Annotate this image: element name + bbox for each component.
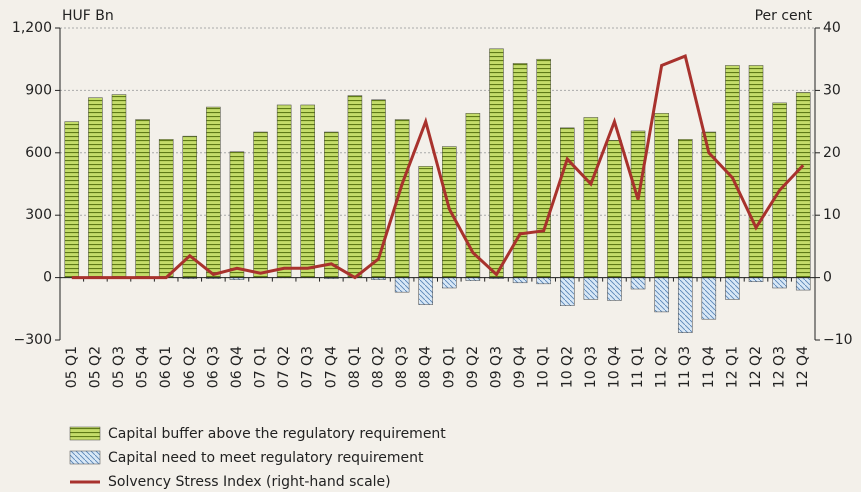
x-tick-label: 12 Q1 [724, 346, 740, 388]
bar [64, 121, 80, 278]
bar [206, 106, 221, 278]
y2-tick-label: 30 [823, 82, 841, 98]
bar [158, 139, 174, 278]
bar [347, 95, 363, 278]
bar [795, 277, 811, 291]
x-tick-label: 09 Q1 [441, 346, 457, 388]
y2-tick-label: −10 [823, 332, 853, 348]
y2-tick-label: 40 [823, 20, 841, 36]
bar [536, 277, 551, 285]
x-tick-label: 10 Q2 [559, 346, 575, 388]
x-tick-label: 06 Q2 [182, 346, 198, 388]
x-tick-label: 06 Q3 [205, 346, 221, 388]
x-tick-label: 11 Q1 [630, 346, 646, 388]
x-tick-label: 11 Q3 [677, 346, 693, 388]
legend-label: Capital buffer above the regulatory requ… [108, 426, 446, 442]
y-tick-label: −300 [14, 332, 52, 348]
bar [677, 277, 693, 333]
bar [418, 166, 433, 278]
bar [394, 277, 410, 293]
bar [583, 277, 599, 300]
legend-swatch [69, 426, 101, 441]
x-tick-label: 12 Q2 [748, 346, 764, 388]
bar [324, 131, 339, 278]
line [71, 54, 805, 280]
bar [512, 63, 528, 278]
x-tick-label: 07 Q1 [253, 346, 269, 388]
x-tick-label: 11 Q4 [701, 346, 717, 388]
x-tick-label: 09 Q3 [488, 346, 504, 388]
x-tick-label: 05 Q1 [64, 346, 80, 388]
x-tick-label: 08 Q3 [394, 346, 410, 388]
y2-tick-label: 10 [823, 207, 841, 223]
bar [795, 92, 811, 278]
bar [253, 131, 268, 278]
x-tick-label: 08 Q2 [371, 346, 387, 388]
x-tick-label: 07 Q4 [323, 346, 339, 388]
bar [560, 277, 575, 306]
x-tick-label: 06 Q1 [158, 346, 174, 388]
bar [371, 99, 386, 278]
x-tick-label: 05 Q4 [135, 346, 151, 388]
bar [418, 277, 433, 305]
y-tick-label: 1,200 [12, 20, 52, 36]
bar [748, 277, 764, 283]
bar [607, 277, 622, 301]
x-tick-label: 11 Q2 [654, 346, 670, 388]
bar [229, 151, 245, 278]
bar [677, 139, 693, 278]
x-tick-label: 10 Q1 [536, 346, 552, 388]
x-tick-label: 12 Q3 [772, 346, 788, 388]
x-tick-label: 10 Q3 [583, 346, 599, 388]
x-tick-label: 05 Q3 [111, 346, 127, 388]
x-tick-label: 09 Q4 [512, 346, 528, 388]
bar [583, 117, 599, 278]
legend-label: Solvency Stress Index (right-hand scale) [108, 474, 391, 490]
y2-tick-label: 20 [823, 145, 841, 161]
bar [654, 277, 669, 313]
bar [88, 97, 103, 278]
x-tick-label: 07 Q2 [276, 346, 292, 388]
bar [748, 65, 764, 278]
x-tick-label: 09 Q2 [465, 346, 481, 388]
legend-swatch [69, 450, 101, 465]
y-tick-label: 0 [43, 270, 52, 286]
y2-tick-label: 0 [823, 270, 832, 286]
x-tick-label: 10 Q4 [606, 346, 622, 388]
y-tick-label: 600 [25, 145, 52, 161]
bar [630, 277, 646, 290]
x-tick-label: 06 Q4 [229, 346, 245, 388]
bar [135, 119, 150, 278]
bar [442, 277, 457, 289]
bar [701, 277, 717, 320]
x-tick-label: 08 Q1 [347, 346, 363, 388]
bar [630, 130, 646, 278]
legend-label: Capital need to meet regulatory requirem… [108, 450, 424, 466]
bar [536, 58, 551, 278]
bar [300, 104, 315, 278]
bar [772, 277, 787, 289]
bar [512, 277, 528, 284]
bar [654, 113, 669, 278]
bar [607, 140, 622, 278]
y-tick-label: 300 [25, 207, 52, 223]
y2-axis-label: Per cent [755, 8, 813, 24]
bar [560, 127, 575, 278]
x-tick-label: 07 Q3 [300, 346, 316, 388]
x-tick-label: 12 Q4 [795, 346, 811, 388]
x-tick-label: 05 Q2 [87, 346, 103, 388]
bar [489, 48, 504, 278]
x-tick-label: 08 Q4 [418, 346, 434, 388]
bar [725, 277, 740, 300]
bar [276, 104, 292, 278]
y-tick-label: 900 [25, 82, 52, 98]
y-axis-label: HUF Bn [62, 8, 114, 24]
bar [111, 94, 127, 278]
